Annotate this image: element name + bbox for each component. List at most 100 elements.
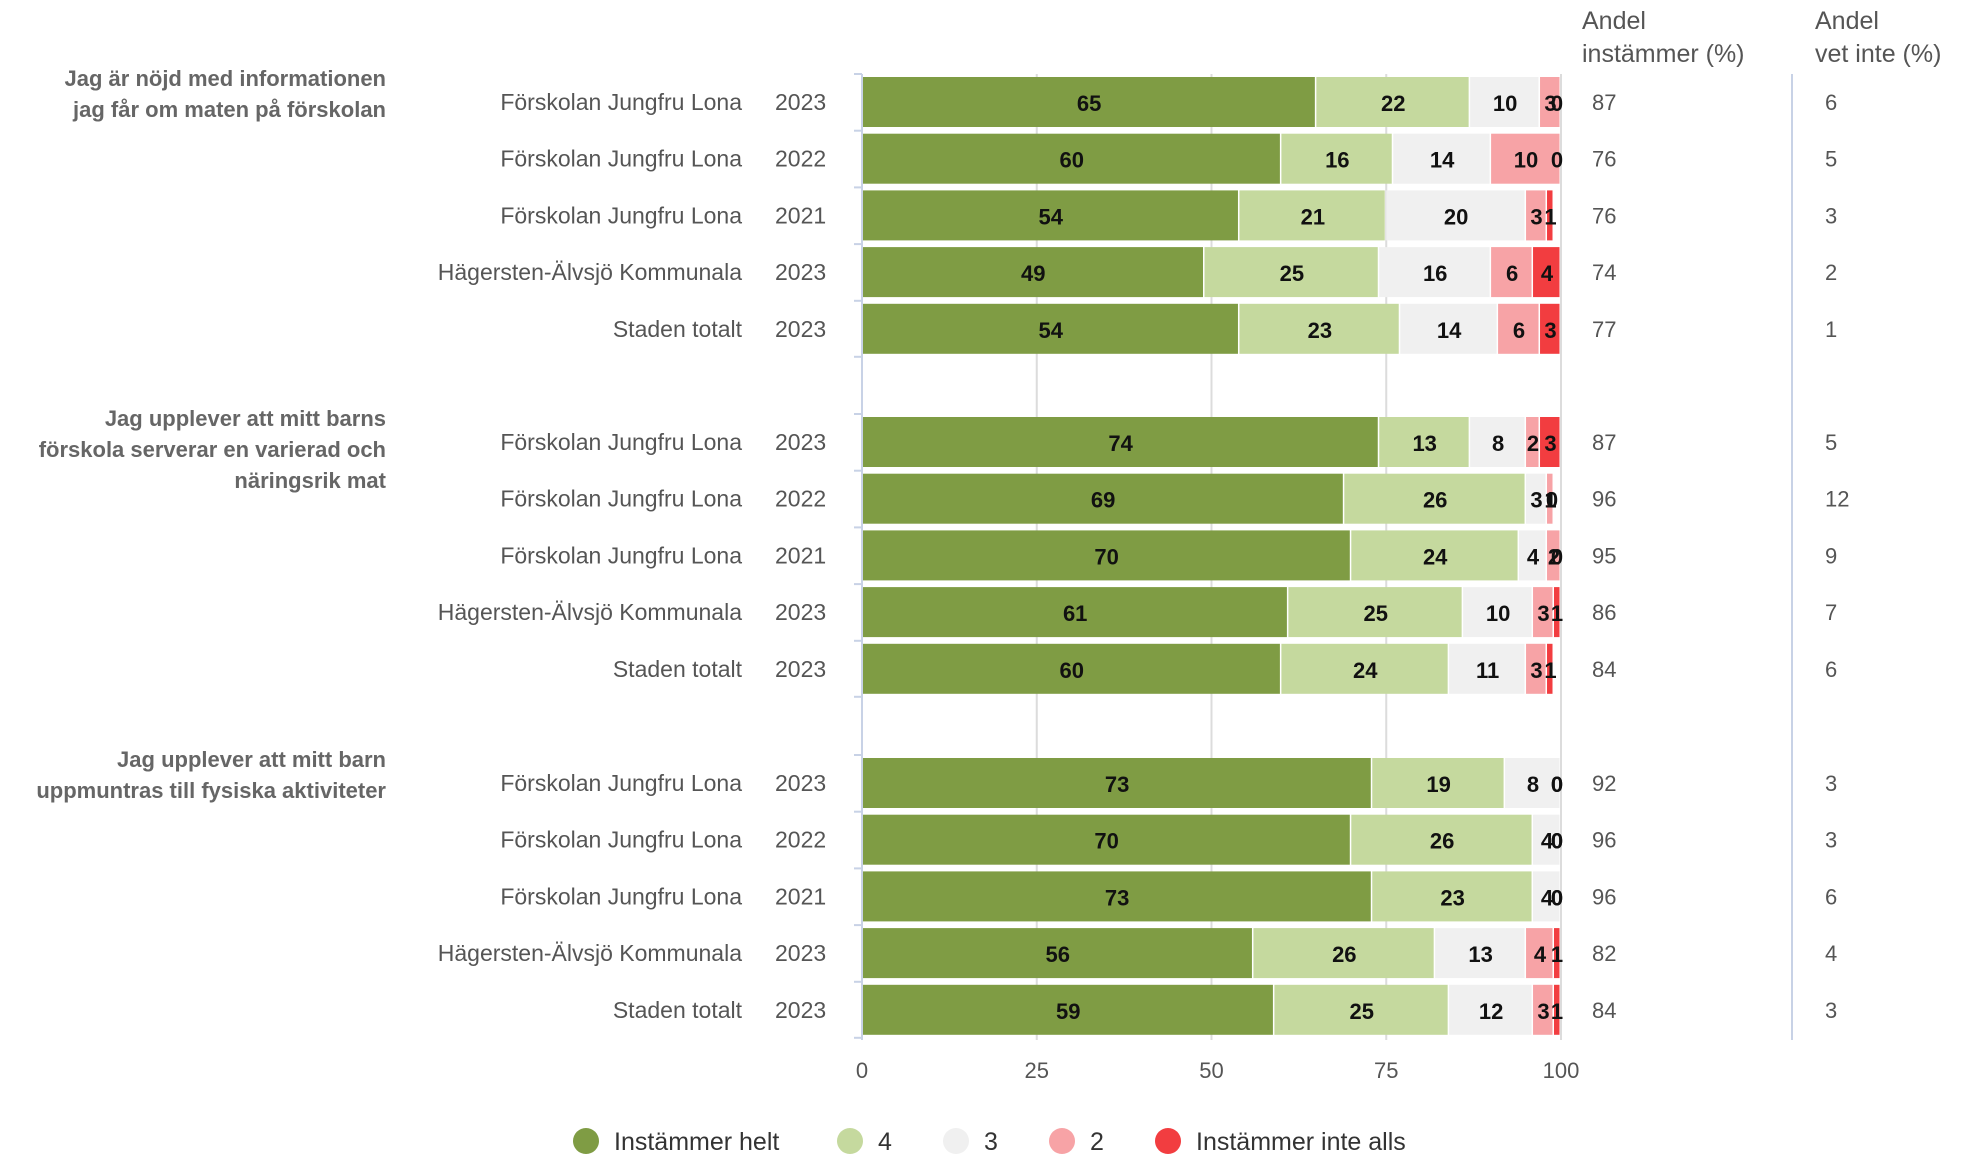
andel-instammer-value: 77 [1592,317,1616,342]
bar-segment [1274,984,1448,1035]
x-tick-label: 75 [1374,1058,1398,1083]
andel-instammer-header: instämmer (%) [1582,40,1745,68]
bar-segment [1540,303,1560,354]
row-label: Hägersten-Älvsjö Kommunala [438,940,742,966]
andel-vet-inte-value: 4 [1825,941,1837,966]
andel-vet-inte-header: vet inte (%) [1815,40,1941,68]
year-label: 2022 [775,827,826,853]
bar-segment [1379,247,1490,298]
question-label: Jag upplever att mitt barns [105,406,386,431]
segment-value-label: 0 [1551,544,1563,569]
legend-swatch [943,1128,969,1154]
segment-value-label: 1 [1551,999,1563,1024]
segment-value-label: 3 [1530,204,1542,229]
bar-segment [862,530,1350,581]
row-label: Hägersten-Älvsjö Kommunala [438,259,742,285]
bar-segment [862,587,1287,638]
andel-instammer-value: 92 [1592,771,1616,796]
bar-segment [1344,473,1525,524]
bar-segment [1533,587,1553,638]
bar-segment [862,247,1204,298]
legend-label: 4 [878,1128,892,1155]
segment-value-label: 65 [1077,91,1101,116]
bar-segment [1379,417,1469,467]
segment-value-label: 10 [1486,601,1510,626]
year-label: 2022 [775,486,826,512]
question-label: näringsrik mat [234,468,386,493]
bar-segment [1491,247,1532,298]
row-label: Förskolan Jungfru Lona [500,486,742,512]
bar-segment [1372,758,1504,808]
bar-segment [862,758,1371,808]
x-tick-label: 0 [856,1058,868,1083]
andel-vet-inte-value: 6 [1825,657,1837,682]
segment-value-label: 3 [1530,658,1542,683]
segment-value-label: 0 [1546,488,1558,513]
bar-segment [1526,190,1546,241]
andel-instammer-value: 96 [1592,884,1616,909]
andel-instammer-value: 76 [1592,203,1616,228]
bar-segment [862,133,1280,184]
andel-instammer-header: Andel [1582,7,1646,35]
bar-segment [1204,247,1378,298]
row-label: Förskolan Jungfru Lona [500,827,742,853]
bar-segment [1554,928,1560,979]
segment-value-label: 26 [1332,942,1356,967]
bar-segment [1449,984,1532,1035]
x-axis: 0 25 50 75 100 [854,73,1579,1083]
andel-instammer-value: 84 [1592,998,1616,1023]
segment-value-label: 0 [1551,148,1563,173]
segment-value-label: 20 [1444,204,1468,229]
segment-value-label: 2 [1548,544,1560,569]
bar-segment [1491,133,1560,184]
bar-segment [1540,77,1560,127]
segment-value-label: 1 [1544,488,1556,513]
bar-segment [862,814,1350,865]
segment-value-label: 61 [1063,601,1087,626]
bar-segment [1533,814,1560,865]
andel-vet-inte-value: 1 [1825,317,1837,342]
year-label: 2023 [775,599,826,625]
question-label: Jag upplever att mitt barn [117,747,386,772]
andel-instammer-value: 86 [1592,600,1616,625]
bar-segment [1435,928,1525,979]
segment-value-label: 59 [1056,999,1080,1024]
andel-vet-inte-value: 3 [1825,998,1837,1023]
bar-segment [1281,133,1392,184]
segment-value-label: 0 [1551,885,1563,910]
row-label: Hägersten-Älvsjö Kommunala [438,599,742,625]
andel-instammer-value: 87 [1592,90,1616,115]
question-label: jag får om maten på förskolan [72,97,386,122]
bar-segment [1463,587,1532,638]
bar-segment [1386,190,1525,241]
segment-value-label: 54 [1038,318,1063,343]
segment-value-label: 26 [1423,488,1447,513]
segment-value-label: 73 [1105,772,1129,797]
x-tick-label: 50 [1199,1058,1223,1083]
bar-segment [1540,417,1560,467]
segment-value-label: 11 [1476,658,1499,683]
segment-value-label: 16 [1325,148,1349,173]
segment-value-label: 0 [1551,772,1563,797]
bar-segment [1372,871,1532,922]
segment-value-label: 14 [1430,148,1455,173]
bar-segment [1505,758,1560,808]
bar-segment [1316,77,1469,127]
andel-instammer-value: 96 [1592,487,1616,512]
legend-swatch [837,1128,863,1154]
year-label: 2023 [775,429,826,455]
bar-segment [1526,417,1539,467]
andel-vet-inte-value: 3 [1825,771,1837,796]
bar-segment [1533,247,1560,298]
segment-value-label: 23 [1308,318,1332,343]
segment-value-label: 60 [1059,148,1083,173]
segment-value-label: 1 [1551,942,1563,967]
bar-segment [1554,984,1560,1035]
segment-value-label: 1 [1551,601,1563,626]
row-label: Förskolan Jungfru Lona [500,202,742,228]
bar-segment [1449,643,1525,694]
segment-value-label: 0 [1551,829,1563,854]
segment-value-label: 24 [1423,544,1448,569]
segment-value-label: 73 [1105,885,1129,910]
